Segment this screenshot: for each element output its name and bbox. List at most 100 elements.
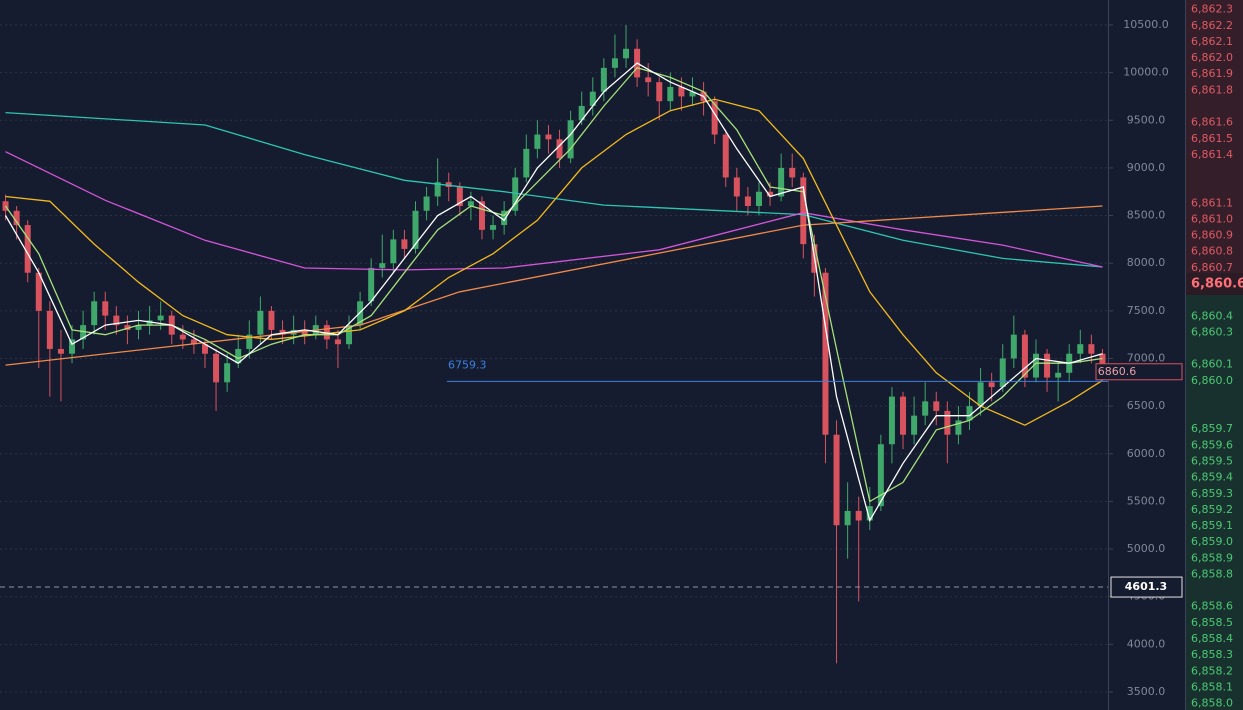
ladder-price-label: 6,858.1 xyxy=(1191,680,1233,693)
candle-body xyxy=(224,363,231,383)
candle-body xyxy=(478,201,485,230)
candle-body xyxy=(534,134,541,149)
ladder-price-label: 6,858.4 xyxy=(1191,632,1233,645)
candle-body xyxy=(57,348,64,354)
y-tick-label: 5500.0 xyxy=(1127,494,1166,507)
y-tick-label: 8000.0 xyxy=(1127,256,1166,269)
candle-body xyxy=(1088,344,1095,354)
candle-body xyxy=(545,134,552,140)
candle-body xyxy=(888,396,895,445)
candle-body xyxy=(589,91,596,106)
y-tick-label: 9500.0 xyxy=(1127,113,1166,126)
candle-body xyxy=(789,167,796,178)
candle-body xyxy=(1077,344,1084,354)
ladder-price-label: 6,862.2 xyxy=(1191,19,1233,32)
ladder-price-label: 6,859.0 xyxy=(1191,535,1233,548)
candle-body xyxy=(401,239,408,249)
candle-body xyxy=(268,310,275,330)
candle-body xyxy=(523,148,530,178)
ladder-price-label: 6,860.7 xyxy=(1191,261,1233,274)
ladder-price-label: 6,859.3 xyxy=(1191,487,1233,500)
ladder-price-label: 6,860.9 xyxy=(1191,229,1233,242)
ladder-price-label: 6,862.1 xyxy=(1191,35,1233,48)
candle-body xyxy=(1021,334,1028,378)
candle-body xyxy=(135,325,142,330)
candle-body xyxy=(866,506,873,521)
ladder-price-label: 6,861.1 xyxy=(1191,196,1233,209)
ladder-current-label: 6,860.6 xyxy=(1191,277,1243,292)
ladder-bid-zone xyxy=(1186,284,1243,710)
ladder-price-label: 6,858.3 xyxy=(1191,648,1233,661)
candle-body xyxy=(80,325,87,340)
ladder-price-label: 6,861.4 xyxy=(1191,148,1233,161)
candle-body xyxy=(91,301,98,326)
candle-body xyxy=(578,105,585,121)
ladder-current-box xyxy=(1186,273,1243,295)
ladder-price-label: 6,858.5 xyxy=(1191,616,1233,629)
candle-body xyxy=(1055,372,1062,378)
candle-body xyxy=(1032,353,1039,378)
candle-body xyxy=(733,177,740,197)
ladder-price-label: 6,860.3 xyxy=(1191,325,1233,338)
plot-background xyxy=(0,0,1108,710)
ladder-price-label: 6,860.1 xyxy=(1191,358,1233,371)
candle-body xyxy=(346,325,353,345)
ladder-price-label: 6,861.9 xyxy=(1191,67,1233,80)
candle-body xyxy=(955,420,962,435)
candle-body xyxy=(744,196,751,207)
y-tick-label: 6000.0 xyxy=(1127,447,1166,460)
ladder-price-label: 6,858.9 xyxy=(1191,551,1233,564)
candle-body xyxy=(456,186,463,207)
ladder-price-label: 6,858.2 xyxy=(1191,664,1233,677)
candle-body xyxy=(512,177,519,211)
candle-body xyxy=(190,339,197,345)
candle-body xyxy=(656,82,663,102)
candle-body xyxy=(46,310,53,349)
ladder-price-label: 6,861.8 xyxy=(1191,83,1233,96)
y-tick-label: 4000.0 xyxy=(1127,637,1166,650)
candle-body xyxy=(434,182,441,197)
ladder-price-label: 6,859.2 xyxy=(1191,503,1233,516)
candle-body xyxy=(944,410,951,435)
candle-body xyxy=(689,91,696,97)
candle-body xyxy=(257,310,264,335)
candle-body xyxy=(988,382,995,388)
ladder-price-label: 6,861.6 xyxy=(1191,116,1233,129)
crosshair-label: 4601.3 xyxy=(1125,580,1167,593)
candle-body xyxy=(235,348,242,364)
y-tick-label: 6500.0 xyxy=(1127,399,1166,412)
ladder-price-label: 6,859.6 xyxy=(1191,438,1233,451)
candle-body xyxy=(246,334,253,349)
candle-body xyxy=(556,139,563,159)
candle-body xyxy=(678,86,685,97)
y-tick-label: 10500.0 xyxy=(1123,18,1169,31)
candle-body xyxy=(390,239,397,264)
candle-body xyxy=(1099,353,1106,372)
candle-body xyxy=(146,320,153,326)
candle-body xyxy=(35,272,42,311)
ladder-price-label: 6,861.5 xyxy=(1191,132,1233,145)
candle-body xyxy=(213,353,220,383)
ladder-price-label: 6,859.7 xyxy=(1191,422,1233,435)
candle-body xyxy=(844,510,851,526)
candle-body xyxy=(623,48,630,59)
candle-body xyxy=(600,67,607,92)
moving-average-line xyxy=(5,98,1103,426)
price-line-label: 6759.3 xyxy=(448,358,487,371)
candle-body xyxy=(490,225,497,230)
candle-body xyxy=(24,225,31,273)
candle-body xyxy=(124,325,131,330)
candle-body xyxy=(179,334,186,340)
moving-average-line xyxy=(5,151,1103,271)
candle-body xyxy=(323,325,330,340)
candle-body xyxy=(900,396,907,435)
ladder-price-label: 6,858.0 xyxy=(1191,697,1233,710)
y-tick-label: 5000.0 xyxy=(1127,542,1166,555)
candle-body xyxy=(301,329,308,335)
candle-body xyxy=(977,382,984,407)
ladder-price-label: 6,862.3 xyxy=(1191,3,1233,16)
y-tick-label: 7500.0 xyxy=(1127,304,1166,317)
last-price-label: 6860.6 xyxy=(1098,365,1137,378)
crosshair-box xyxy=(1110,576,1183,598)
